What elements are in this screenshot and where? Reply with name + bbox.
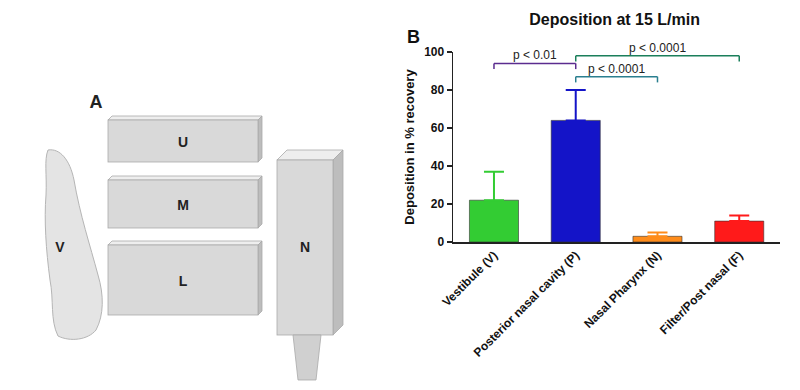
svg-text:M: M xyxy=(177,197,189,213)
svg-text:20: 20 xyxy=(431,197,445,211)
svg-text:Nasal Pharynx (N): Nasal Pharynx (N) xyxy=(581,248,664,331)
svg-text:V: V xyxy=(55,239,65,255)
svg-text:Filter/Post nasal (F): Filter/Post nasal (F) xyxy=(657,248,746,337)
svg-text:80: 80 xyxy=(431,83,445,97)
svg-text:40: 40 xyxy=(431,159,445,173)
svg-text:p < 0.0001: p < 0.0001 xyxy=(588,62,645,76)
svg-text:p < 0.0001: p < 0.0001 xyxy=(629,41,686,55)
svg-text:Deposition in % recovery: Deposition in % recovery xyxy=(402,69,417,225)
svg-text:Deposition at 15 L/min: Deposition at 15 L/min xyxy=(529,11,700,28)
svg-text:100: 100 xyxy=(424,45,444,59)
svg-text:N: N xyxy=(300,239,310,255)
svg-text:p < 0.01: p < 0.01 xyxy=(513,48,557,62)
svg-text:Vestibule (V): Vestibule (V) xyxy=(440,248,501,309)
svg-text:60: 60 xyxy=(431,121,445,135)
svg-text:Posterior nasal cavity (P): Posterior nasal cavity (P) xyxy=(471,248,582,359)
svg-text:L: L xyxy=(179,273,188,289)
svg-text:A: A xyxy=(90,92,103,112)
svg-text:U: U xyxy=(178,134,188,150)
svg-text:0: 0 xyxy=(438,235,445,249)
svg-text:B: B xyxy=(407,27,420,47)
